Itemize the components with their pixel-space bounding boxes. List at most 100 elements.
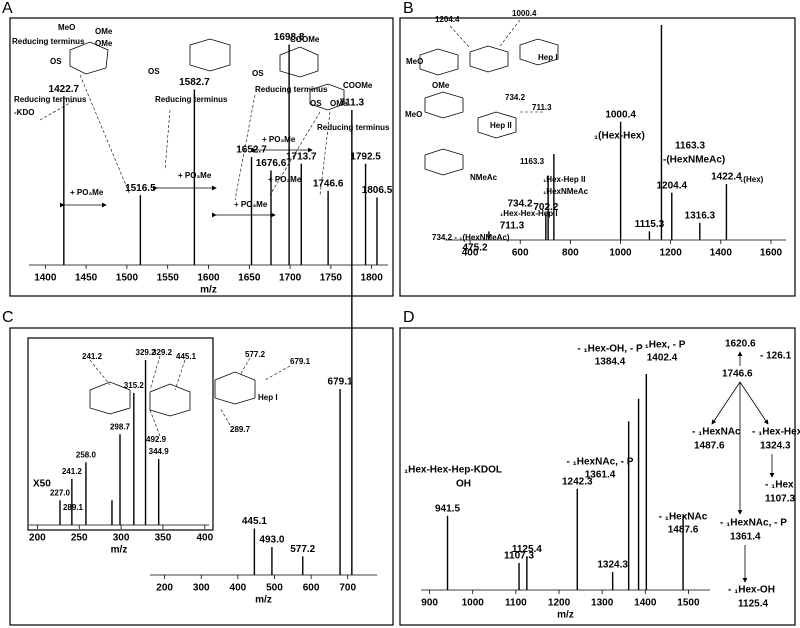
- x-tick-label: 300: [193, 583, 210, 594]
- annotation: Hep I: [258, 393, 278, 402]
- annotation: 241.2: [82, 352, 103, 361]
- peak-label: 493.0: [259, 535, 284, 546]
- peak-label: 315.2: [124, 381, 145, 390]
- peak-label: 1125.4: [512, 544, 542, 555]
- x-tick-label: 300: [113, 533, 130, 544]
- x-tick-label: 800: [562, 248, 579, 259]
- x-tick-label: 1400: [710, 248, 733, 259]
- annotation: Reducing terminus: [12, 37, 85, 46]
- structure: [419, 38, 559, 176]
- annotation: 1107.3: [765, 494, 795, 505]
- peak-label: 679.1: [328, 377, 353, 388]
- annotation: + PO₃Me: [262, 135, 296, 144]
- annotation: 1487.6: [694, 441, 725, 452]
- x-tick-label: 1100: [505, 598, 527, 609]
- annotation: 734.2 - ₁(HexNMeAc): [432, 233, 510, 242]
- panel-frame: [399, 17, 796, 297]
- x-tick-label: 700: [339, 583, 356, 594]
- annotation: ₁Hex-Hex-Hep I: [500, 209, 558, 218]
- peak-label: 711.3: [500, 221, 525, 232]
- peak-name: - ₁HexNAc: [659, 512, 708, 523]
- annotation: OS: [252, 69, 264, 78]
- annotation: Reducing terminus: [14, 95, 87, 104]
- guide: [89, 355, 291, 437]
- annotation: 679.1: [290, 357, 311, 366]
- guide: [39, 74, 331, 201]
- x-tick-label: 500: [266, 583, 283, 594]
- x-tick-label: 1550: [157, 273, 180, 284]
- annotation: - ₁Hex-OH: [728, 585, 775, 596]
- guide: [449, 19, 545, 113]
- annotation: OMe: [95, 27, 113, 36]
- annotation: Hep I: [538, 53, 558, 62]
- peak-label: 1115.3: [635, 219, 665, 230]
- x-tick-label: 900: [421, 598, 438, 609]
- annotation: 289.7: [230, 425, 251, 434]
- x-tick-label: 1600: [760, 248, 783, 259]
- peak-label: 1000.4: [605, 109, 636, 120]
- annotation: - ₁HexNAc: [692, 427, 741, 438]
- annotation: MeO: [406, 57, 423, 66]
- x-tick-label: 600: [303, 583, 320, 594]
- x-tick-label: 1000: [609, 248, 632, 259]
- annotation: - 126.1: [760, 351, 792, 362]
- annotation: NMeAc: [470, 173, 498, 182]
- x-tick-label: 1500: [116, 273, 139, 284]
- x-tick-label: 1200: [548, 598, 571, 609]
- inset-frame: [27, 337, 214, 531]
- x-tick-label: 1500: [677, 598, 700, 609]
- x-axis-label: m/z: [557, 610, 574, 621]
- panel-letter: A: [2, 0, 13, 17]
- annotation: -KDO: [14, 108, 34, 117]
- peak-label: 711.3: [340, 98, 365, 109]
- peak-name: - ₁HexNAc, - P: [567, 457, 634, 468]
- peak-label: 1676.6: [256, 158, 287, 169]
- peak-label: 1384.4: [595, 357, 626, 368]
- x-tick-label: 1200: [660, 248, 683, 259]
- annotation: Hep II: [490, 121, 512, 130]
- annotation: - ₁Hex-Hex: [752, 427, 800, 438]
- peak-label: 1163.3: [675, 141, 705, 152]
- arrow: [739, 381, 769, 425]
- panel-frame: [9, 327, 394, 626]
- annotation: 1324.3: [760, 441, 791, 452]
- peak-label: 344.9: [149, 447, 170, 456]
- x-tick-label: 1700: [279, 273, 302, 284]
- peak-label: 941.5: [435, 503, 460, 514]
- panel-letter: D: [403, 309, 415, 326]
- x-tick-label: 350: [155, 533, 172, 544]
- peak-name: - ₁Hex-OH, - P: [577, 344, 643, 355]
- annotation: OS: [50, 57, 62, 66]
- annotation: COOMe: [343, 81, 373, 90]
- peak-label: 577.2: [290, 544, 315, 555]
- peak-label: 298.7: [110, 422, 131, 431]
- structure: [69, 38, 345, 111]
- panel-frame: [9, 17, 394, 297]
- annotations-c: 241.2 329.2 445.1 577.2 679.1 492.9 289.…: [33, 348, 311, 490]
- x-tick-label: 1400: [34, 273, 57, 284]
- annotations-b: 1204.4 1000.4 MeO OMe Hep I 734.2 711.3 …: [405, 9, 764, 242]
- annotation: OH: [456, 479, 471, 490]
- annotation: 1746.6: [722, 369, 753, 380]
- annotation: 1620.6: [725, 339, 756, 350]
- annotation: 492.9: [146, 435, 167, 444]
- x-tick-label: 250: [71, 533, 88, 544]
- peak-label: 475.2: [462, 243, 487, 254]
- x-axis-label: m/z: [111, 545, 128, 556]
- peak-label: 1316.3: [685, 210, 716, 221]
- peak-label: 702.2: [533, 202, 558, 213]
- annotation: MeO: [58, 23, 75, 32]
- annotation: + PO₃Me: [268, 175, 302, 184]
- annotation: ₁(Hex): [740, 175, 764, 184]
- peak-label: 1204.4: [656, 180, 687, 191]
- annotation: Reducing terminus: [255, 85, 328, 94]
- peak-label: 734.2: [507, 199, 532, 210]
- annotation: MeO: [405, 110, 422, 119]
- peak-label: 1242.3: [562, 476, 593, 487]
- peak-name: - ₁Hex, - P: [639, 340, 686, 351]
- peak-label: 1487.6: [668, 525, 699, 536]
- annotation: OS: [148, 67, 160, 76]
- x-tick-label: 1650: [238, 273, 261, 284]
- peak-label: 329.2: [136, 348, 157, 357]
- x-tick-label: 1400: [634, 598, 657, 609]
